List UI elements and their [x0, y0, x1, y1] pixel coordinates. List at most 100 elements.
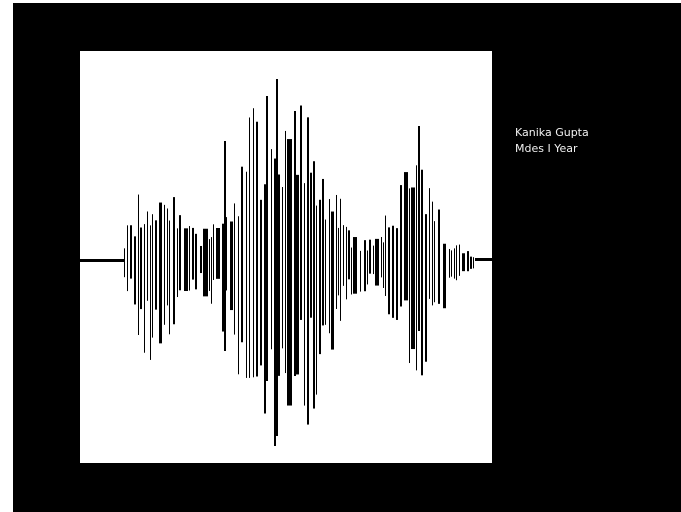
waveform-bar — [310, 172, 312, 318]
waveform-bar — [346, 226, 347, 300]
waveform-bar — [369, 239, 371, 274]
sound-waveform-image — [80, 79, 492, 446]
waveform-bar — [238, 216, 239, 375]
author-name: Kanika Gupta — [515, 126, 589, 139]
waveform-bars — [80, 79, 492, 446]
waveform-bar — [385, 215, 386, 296]
waveform-bar — [167, 208, 168, 306]
waveform-bar — [322, 178, 324, 326]
waveform-bar — [150, 225, 151, 360]
waveform-bar — [140, 227, 142, 310]
waveform-bar — [351, 247, 352, 295]
waveform-bar — [416, 165, 417, 371]
waveform-bar — [331, 211, 334, 350]
waveform-bar — [144, 224, 145, 353]
waveform-bar — [130, 225, 132, 279]
waveform-bar — [138, 194, 139, 336]
waveform-bar — [216, 228, 220, 279]
waveform-bar — [179, 215, 181, 291]
waveform-baseline — [475, 258, 492, 261]
waveform-bar — [184, 228, 188, 292]
waveform-bar — [195, 233, 197, 290]
waveform-bar — [169, 220, 170, 335]
waveform-bar — [360, 250, 361, 292]
waveform-bar — [432, 201, 433, 306]
waveform-bar — [409, 188, 410, 364]
waveform-spike — [294, 111, 296, 376]
waveform-bar — [226, 217, 227, 291]
waveform-bar — [124, 248, 125, 278]
waveform-bar — [127, 225, 128, 292]
waveform-bar — [213, 224, 214, 280]
waveform-spike — [418, 126, 420, 331]
waveform-spike — [266, 96, 268, 381]
waveform-bar — [192, 227, 194, 280]
waveform-bar — [177, 228, 178, 298]
waveform-bar — [467, 251, 469, 272]
waveform-bar — [271, 149, 272, 350]
waveform-bar — [234, 203, 235, 335]
waveform-bar — [155, 220, 157, 310]
waveform-bar — [264, 184, 266, 414]
waveform-bar — [209, 239, 210, 291]
waveform-bar — [343, 225, 344, 286]
waveform-bar — [325, 219, 326, 325]
waveform-bar — [462, 253, 465, 272]
course-label: Mdes I Year — [515, 142, 578, 155]
waveform-bar — [304, 183, 305, 406]
waveform-bar — [134, 236, 136, 305]
waveform-panel — [80, 51, 492, 463]
waveform-bar — [241, 166, 243, 343]
waveform-bar — [278, 174, 280, 376]
waveform-bar — [396, 228, 398, 320]
waveform-bar — [164, 204, 165, 325]
waveform-bar — [449, 248, 450, 278]
waveform-bar — [287, 139, 292, 406]
waveform-bar — [421, 169, 423, 376]
waveform-bar — [159, 202, 162, 344]
waveform-bar — [307, 117, 309, 425]
waveform-bar — [230, 221, 233, 311]
waveform-bar — [249, 117, 250, 378]
waveform-bar — [470, 256, 472, 269]
waveform-bar — [404, 172, 408, 301]
waveform-bar — [200, 245, 202, 274]
waveform-bar — [295, 174, 299, 375]
waveform-bar — [459, 244, 460, 276]
waveform-bar — [367, 250, 368, 285]
waveform-bar — [375, 238, 379, 286]
waveform-bar — [282, 187, 283, 349]
waveform-spike — [224, 141, 226, 351]
author-caption: Kanika Gupta Mdes I Year — [515, 125, 589, 157]
waveform-bar — [434, 221, 435, 303]
waveform-bar — [353, 237, 357, 294]
waveform-bar — [443, 243, 446, 309]
waveform-bar — [381, 236, 382, 278]
waveform-bar — [300, 105, 302, 320]
waveform-bar — [329, 199, 330, 334]
waveform-bar — [456, 245, 457, 281]
waveform-bar — [211, 237, 212, 304]
waveform-bar — [348, 230, 350, 280]
waveform-bar — [438, 209, 440, 304]
waveform-bar — [429, 188, 430, 299]
waveform-bar — [152, 214, 153, 338]
waveform-bar — [473, 257, 474, 269]
waveform-bar — [451, 250, 452, 277]
waveform-bar — [256, 121, 258, 377]
waveform-baseline — [80, 259, 124, 262]
waveform-bar — [203, 228, 208, 297]
waveform-bar — [373, 245, 374, 275]
waveform-bar — [454, 248, 455, 279]
waveform-bar — [364, 240, 366, 292]
waveform-bar — [340, 198, 341, 321]
waveform-bar — [316, 205, 317, 395]
waveform-bar — [392, 225, 394, 318]
waveform-bar — [425, 214, 427, 362]
waveform-bar — [246, 171, 247, 378]
waveform-bar — [222, 223, 224, 332]
waveform-bar — [319, 199, 321, 355]
waveform-bar — [285, 130, 286, 374]
waveform-bar — [147, 211, 148, 301]
